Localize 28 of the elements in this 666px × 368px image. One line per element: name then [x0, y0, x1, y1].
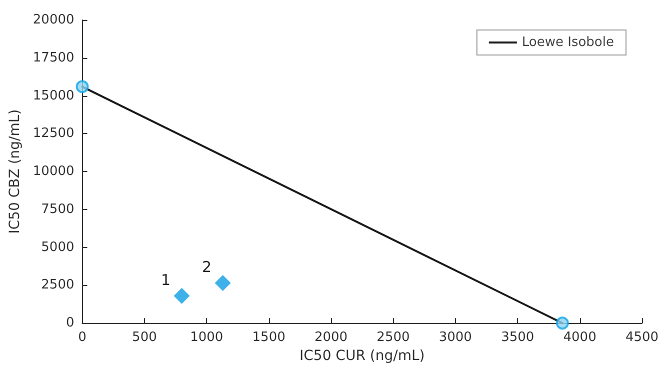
x-tick-label: 3000 — [438, 330, 472, 346]
annotation: 2 — [202, 258, 212, 276]
y-tick-label: 12500 — [32, 126, 74, 142]
y-tick-label: 10000 — [32, 164, 74, 180]
x-tick-label: 2000 — [314, 330, 348, 346]
x-tick-label: 4000 — [563, 330, 596, 346]
x-tick-label: 500 — [132, 330, 157, 346]
x-tick-label: 0 — [78, 330, 86, 346]
point — [76, 80, 89, 94]
y-tick-label: 15000 — [32, 88, 74, 104]
x-axis-title: IC50 CUR (ng/mL) — [300, 348, 425, 364]
y-axis-title: IC50 CBZ (ng/mL) — [7, 109, 23, 234]
x-tick-label: 1500 — [252, 330, 286, 346]
x-tick-label: 4500 — [625, 330, 659, 346]
y-tick-label: 5000 — [41, 240, 74, 255]
legend-label: Loewe Isobole — [522, 35, 614, 50]
x-tick-label: 2500 — [376, 330, 410, 346]
y-tick-label: 20000 — [32, 12, 74, 28]
point — [556, 316, 569, 330]
y-tick-label: 0 — [66, 316, 74, 331]
annotation: 1 — [160, 270, 171, 289]
y-tick-label: 17500 — [32, 50, 74, 66]
point — [174, 288, 190, 304]
y-tick-label: 2500 — [41, 278, 74, 293]
x-tick-label: 1000 — [190, 330, 224, 346]
x-tick-label: 3500 — [501, 330, 534, 346]
y-tick-label: 7500 — [41, 202, 74, 217]
point — [214, 274, 231, 291]
